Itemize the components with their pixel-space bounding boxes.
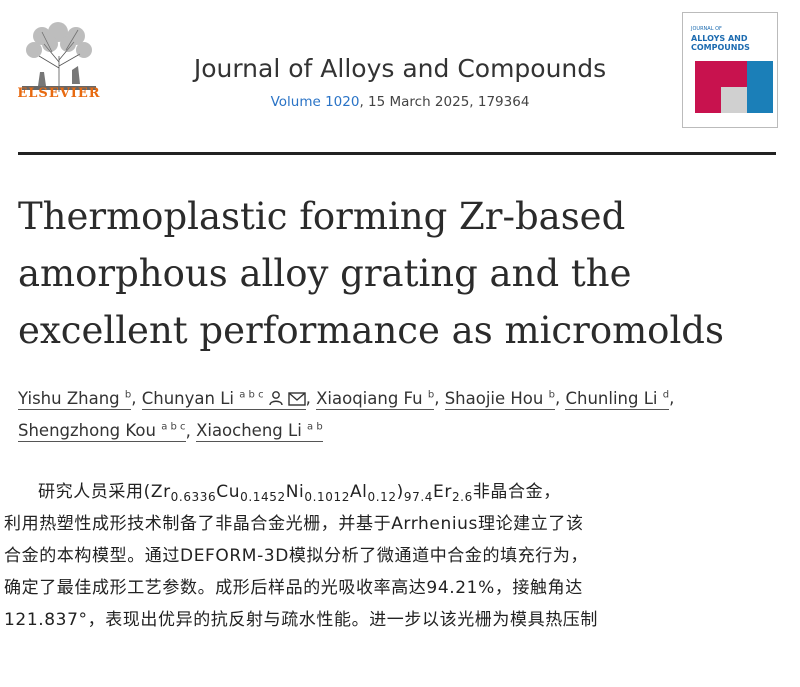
cover-title: JOURNAL OF ALLOYS AND COMPOUNDS [691, 26, 750, 52]
author-list: Yishu Zhang b, Chunyan Li a b c, Xiaoqia… [18, 388, 675, 442]
affiliation-sup[interactable]: b [124, 389, 132, 400]
cover-tile [747, 87, 773, 113]
author-link[interactable]: Shaojie Hou b [444, 388, 555, 410]
author-link[interactable]: Chunling Li d [565, 388, 670, 410]
affiliation-sup[interactable]: b [427, 389, 435, 400]
abstract-line: 确定了最佳成形工艺参数。成形后样品的光吸收率高达94.21%，接触角达 [4, 578, 583, 598]
header-divider [18, 152, 776, 155]
abstract-line: 研究人员采用(Zr0.6336Cu0.1452Ni0.1012Al0.12)97… [38, 482, 561, 504]
title-line: excellent performance as micromolds [18, 309, 724, 352]
elsevier-tree-logo [14, 22, 104, 94]
abstract-line: 121.837°，表现出优异的抗反射与疏水性能。进一步以该光栅为模具热压制 [4, 610, 598, 630]
author-link[interactable]: Yishu Zhang b [18, 388, 132, 410]
journal-cover-thumbnail[interactable]: JOURNAL OF ALLOYS AND COMPOUNDS [682, 12, 778, 128]
affiliation-sup[interactable]: a b c [239, 389, 264, 400]
affiliation-sup[interactable]: d [662, 389, 670, 400]
title-line: amorphous alloy grating and the [18, 252, 632, 295]
article-header: ELSEVIER Journal of Alloys and Compounds… [0, 0, 800, 150]
abstract-text: 研究人员采用(Zr0.6336Cu0.1452Ni0.1012Al0.12)97… [4, 476, 796, 636]
author-link[interactable]: Shengzhong Kou a b c [18, 421, 186, 442]
author-link[interactable]: Xiaocheng Li a b [196, 421, 323, 442]
author-link[interactable]: Chunyan Li a b c [141, 388, 306, 410]
abstract-line: 合金的本构模型。通过DEFORM-3D模拟分析了微通道中合金的填充行为， [4, 546, 589, 566]
email-icon[interactable] [287, 391, 306, 406]
journal-title[interactable]: Journal of Alloys and Compounds [193, 54, 607, 83]
title-line: Thermoplastic forming Zr-based [18, 195, 626, 238]
affiliation-sup[interactable]: a b [307, 421, 323, 433]
affiliation-sup[interactable]: b [548, 389, 555, 400]
author-link[interactable]: Xiaoqiang Fu b [316, 388, 435, 410]
abstract-line: 利用热塑性成形技术制备了非晶合金光栅，并基于Arrhenius理论建立了该 [4, 514, 584, 534]
cover-tile [695, 87, 721, 113]
person-icon[interactable] [268, 390, 284, 406]
issue-details: , 15 March 2025, 179364 [359, 94, 530, 110]
publisher-name: ELSEVIER [17, 86, 101, 101]
cover-tile [721, 87, 747, 113]
cover-tile [721, 61, 747, 87]
issue-info: Volume 1020, 15 March 2025, 179364 [0, 94, 800, 110]
cover-tile [695, 61, 721, 87]
cover-tile [747, 61, 773, 87]
affiliation-sup[interactable]: a b c [161, 421, 186, 433]
article-title: Thermoplastic forming Zr-based amorphous… [18, 188, 788, 359]
volume-link[interactable]: Volume 1020 [270, 94, 360, 110]
